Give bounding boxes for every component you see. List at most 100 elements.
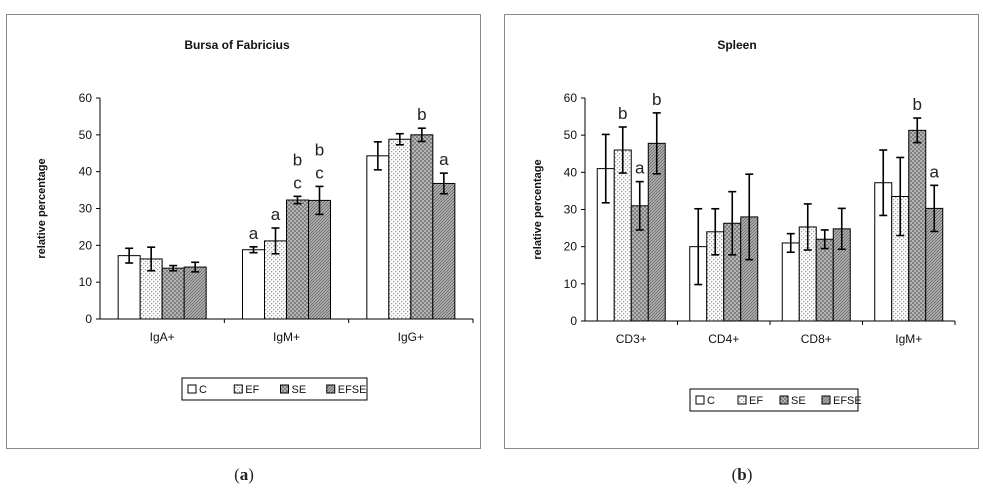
bar-iga-c [117,255,141,320]
error-bar-igm-efse [930,184,939,233]
bar-igg-se [410,134,434,320]
caption-b-letter: b [737,465,747,484]
error-bar-iga-c [125,247,134,264]
significance-label-igg-se: b [417,105,426,124]
error-bar-cd4-efse [745,173,754,261]
error-bar-igg-efse [439,172,448,195]
error-bar-igm-ef [271,227,280,255]
significance-label-igm-se: b [293,150,302,169]
x-tick-label-cd3: CD3+ [616,332,647,346]
significance-label-igm-se: b [913,95,922,114]
legend-swatch-se [779,395,789,405]
bar-igm-se [908,129,927,322]
legend-label-efse: EFSE [338,384,367,396]
y-tick-label-40: 40 [564,165,578,179]
error-bar-igg-ef [395,132,404,146]
significance-label-cd3-se: a [635,159,645,178]
chart-title: Spleen [717,38,756,52]
x-tick-label-cd8: CD8+ [801,332,832,346]
caption-a-letter: a [239,465,249,484]
significance-label-igm-efse: c [315,163,324,182]
legend-label-efse: EFSE [833,395,862,407]
legend-swatch-efse [821,395,831,405]
legend-label-se: SE [791,395,806,407]
x-tick-label-cd4: CD4+ [708,332,739,346]
y-tick-label-30: 30 [79,202,93,216]
x-tick-label-igg: IgG+ [398,330,424,344]
error-bar-cd3-se [635,180,644,231]
legend: C EF SE EFSE [689,388,862,412]
error-bar-igm-efse [315,185,324,216]
bar-cd8-c [781,242,800,322]
significance-label-cd3-efse: b [652,90,661,109]
error-bar-cd4-c [694,207,703,286]
chart-spleen: Spleen relative percentage 0 10 20 30 40 50 60 CD… [532,38,956,412]
y-tick-label-10: 10 [79,275,93,289]
y-tick-label-0: 0 [85,312,92,326]
caption-b: (b) [731,465,753,484]
significance-label-igm-efse: a [930,162,940,181]
legend-label-ef: EF [245,384,259,396]
chart-bursa-of-fabricius: Bursa of Fabricius relative percentage 0 10… [36,38,474,401]
error-bar-iga-ef [147,246,156,272]
error-bar-igm-c [879,149,888,217]
y-tick-label-50: 50 [79,128,93,142]
error-bar-cd3-efse [652,112,661,175]
legend-swatch-ef [233,384,243,394]
error-bar-cd8-se [820,229,829,250]
y-tick-label-60: 60 [564,91,578,105]
y-tick-label-50: 50 [564,128,578,142]
legend-label-se: SE [292,384,307,396]
legend: C EF SE EFSE [181,377,368,401]
bar-cd3-ef [613,149,632,322]
bar-igg-c [366,155,390,320]
significance-label-cd3-ef: b [618,104,627,123]
error-bar-igm-c [249,246,258,254]
significance-label-igg-efse: a [439,150,449,169]
y-tick-label-20: 20 [564,240,578,254]
error-bar-iga-se [169,264,178,272]
legend-swatch-c [187,384,197,394]
error-bar-cd8-c [786,232,795,254]
bar-igg-ef [388,138,412,320]
significance-label-igm-ef: a [271,205,281,224]
error-bar-igg-c [373,141,382,171]
bar-igm-c [242,249,265,320]
legend-swatch-ef [737,395,747,405]
bar-iga-se [161,267,185,320]
legend-swatch-efse [326,384,336,394]
bar-iga-efse [183,266,207,320]
x-tick-label-igm: IgM+ [273,330,300,344]
y-axis-label: relative percentage [36,158,48,258]
error-bar-cd8-efse [837,207,846,251]
significance-label-igm-efse: b [315,140,324,159]
caption-a: (a) [234,465,254,484]
error-bar-cd3-c [601,133,610,204]
error-bar-igm-se [293,195,302,205]
legend-swatch-se [280,384,289,394]
error-bar-igg-se [417,127,426,143]
x-tick-label-iga: IgA+ [150,330,175,344]
error-bar-cd3-ef [618,126,627,174]
panel-bursa-of-fabricius: Bursa of Fabricius relative percentage 0 10… [6,14,481,449]
y-tick-label-10: 10 [564,277,578,291]
bar-igm-se [286,199,309,320]
legend-swatch-c [695,395,705,405]
y-tick-label-20: 20 [79,238,93,252]
legend-label-c: C [707,395,715,407]
bar-igm-efse [308,199,331,320]
legend-box [181,377,368,401]
y-tick-label-0: 0 [570,314,577,328]
error-bar-cd4-ef [711,207,720,256]
y-tick-label-30: 30 [564,203,578,217]
error-bar-cd8-ef [803,203,812,251]
bar-cd8-se [815,238,834,322]
error-bar-igm-se [913,117,922,144]
y-axis-label: relative percentage [532,159,544,259]
chart-title: Bursa of Fabricius [184,38,290,52]
x-tick-label-igm: IgM+ [895,332,922,346]
significance-label-igm-se: c [293,173,302,192]
error-bar-igm-ef [896,156,905,237]
significance-label-igm-c: a [249,224,259,243]
legend-box [689,388,859,412]
